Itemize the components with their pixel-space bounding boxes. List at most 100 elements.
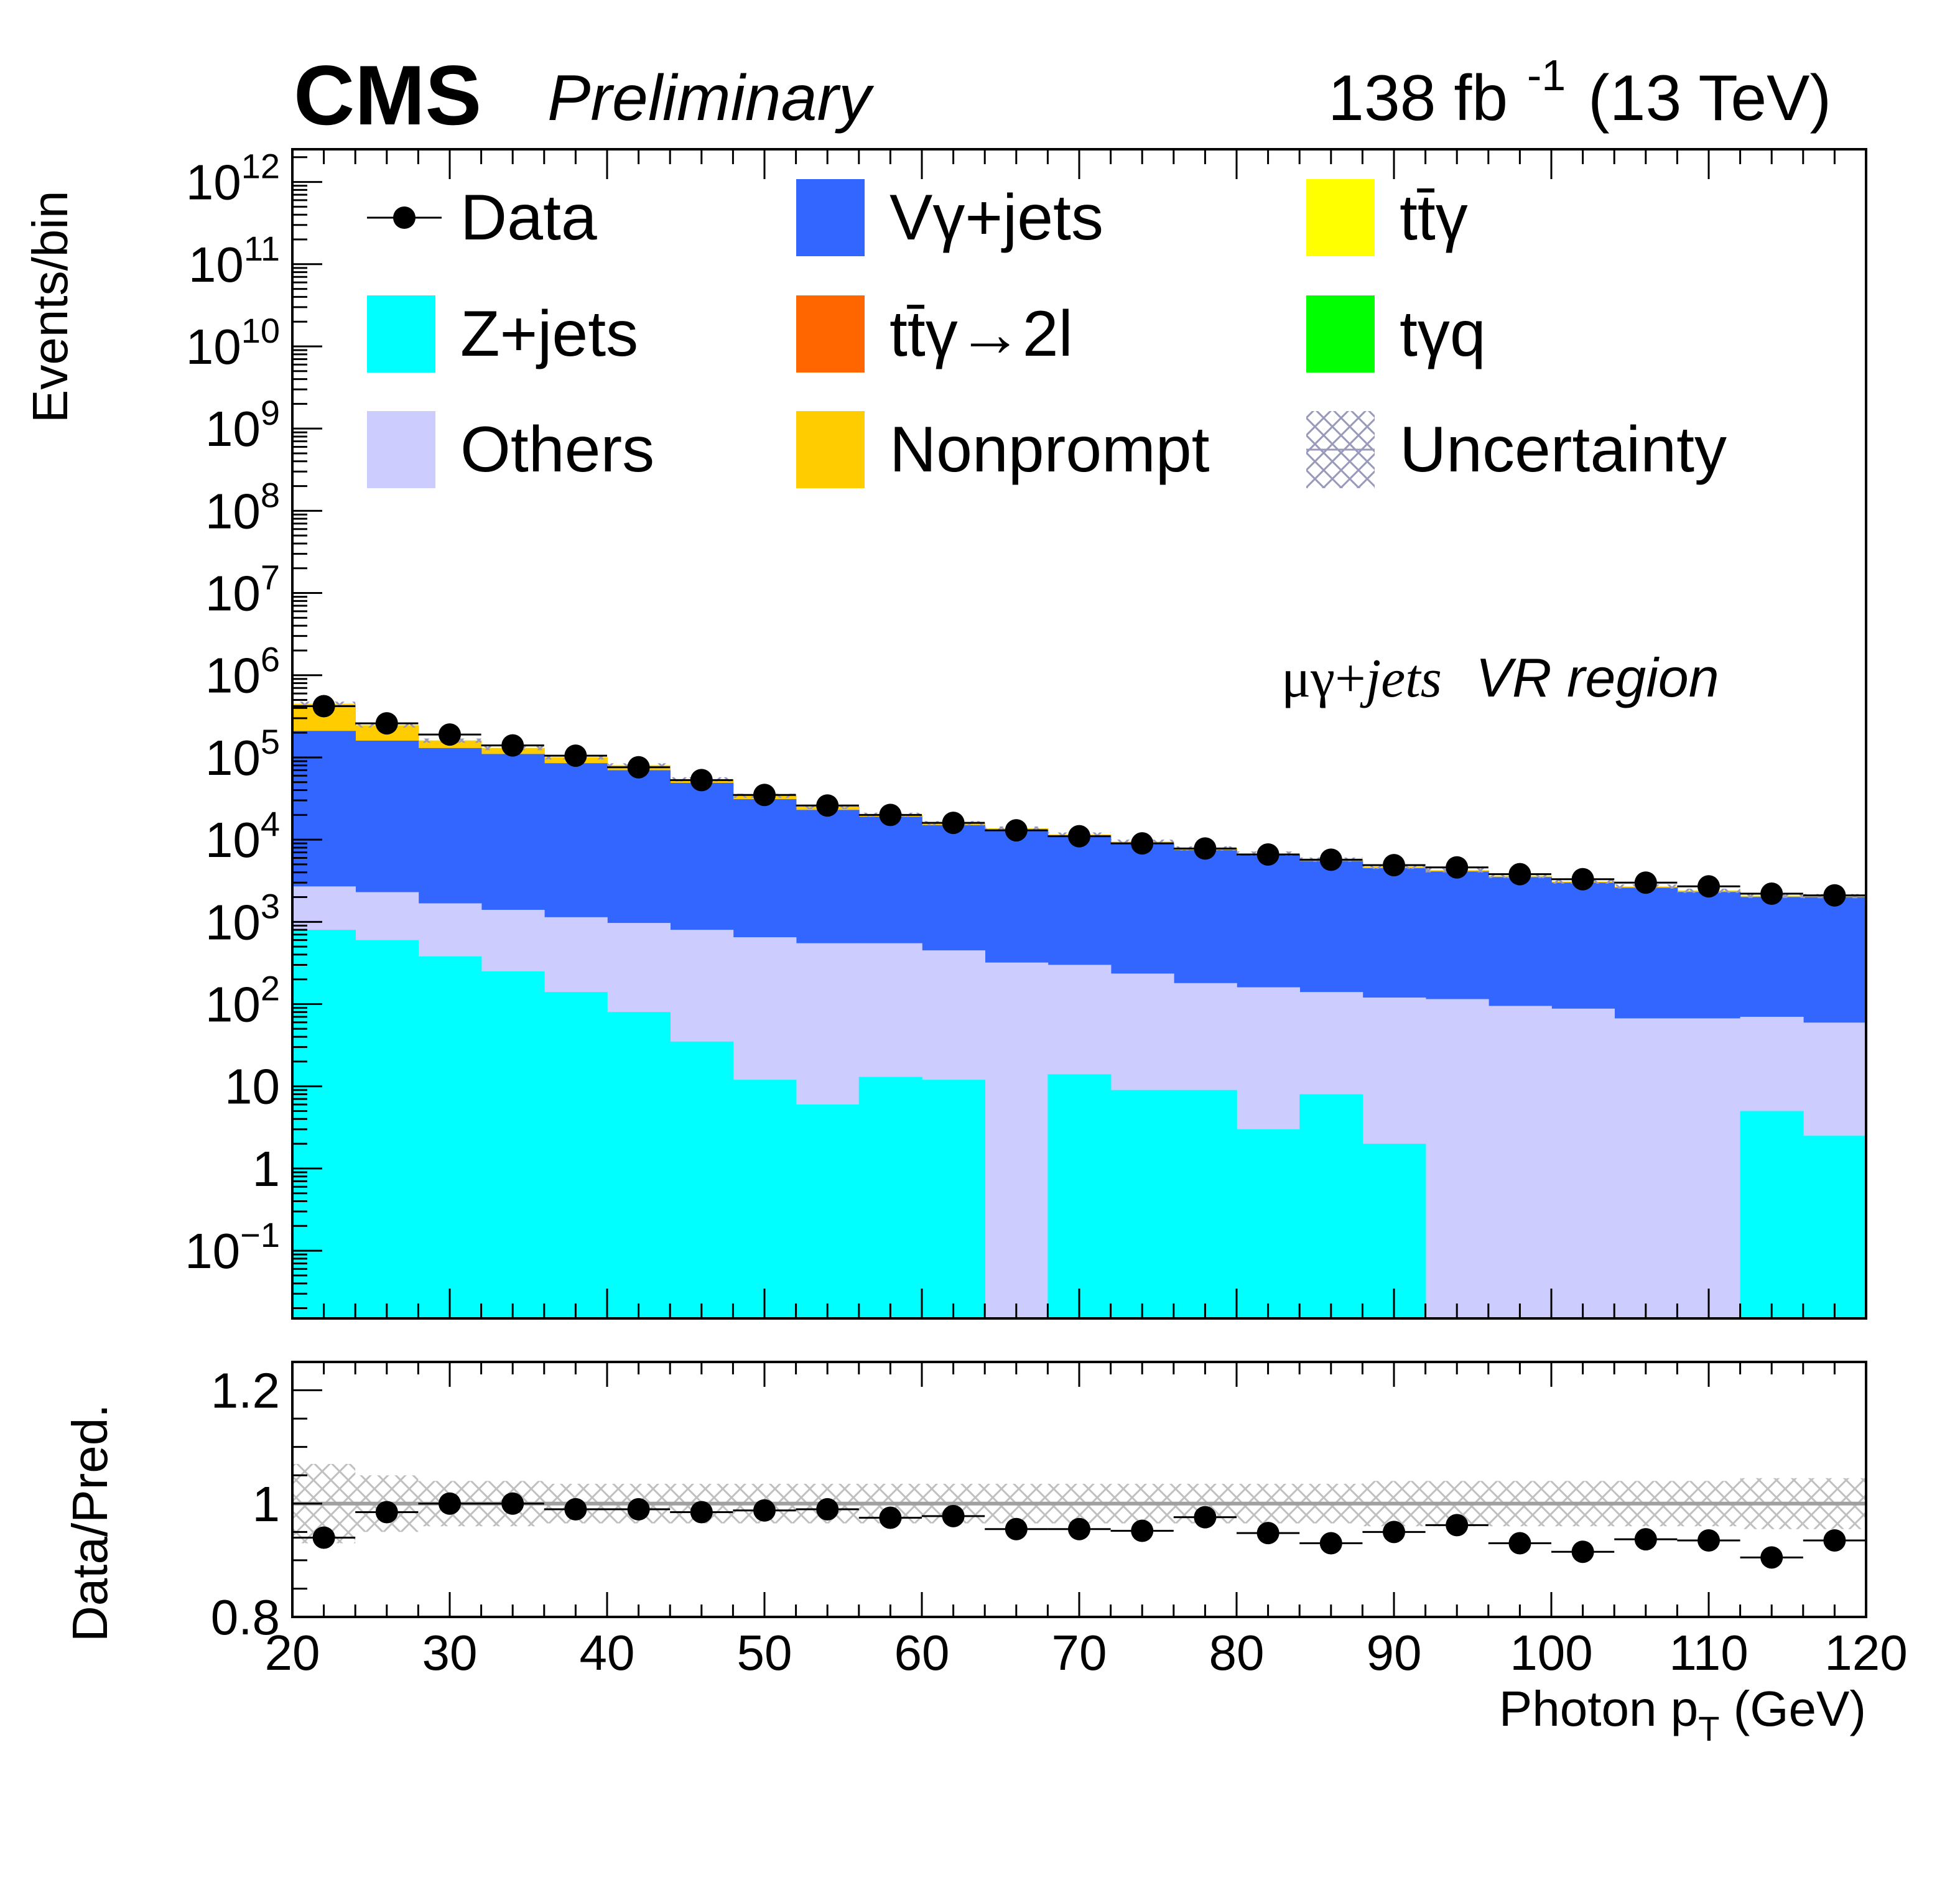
ratio-point bbox=[879, 1506, 902, 1529]
stack-bar-zjets bbox=[292, 930, 356, 1318]
ratio-axes: 0.8 1 1.2 20 30 40 50 60 70 80 90 100 110 120 bbox=[211, 1361, 1908, 1680]
legend-marker bbox=[393, 206, 416, 229]
stacked-histogram bbox=[292, 702, 1866, 1318]
ratio-point bbox=[1760, 1546, 1783, 1569]
x-tick-label: 80 bbox=[1209, 1625, 1265, 1680]
ratio-point bbox=[312, 1526, 335, 1549]
y-tick-exp: 11 bbox=[244, 229, 280, 268]
y-tick-base: 10 bbox=[185, 1223, 240, 1279]
legend-entry-ttgamma2l: tt̄γ→2l bbox=[796, 295, 1073, 373]
stack-bar-zjets bbox=[481, 971, 545, 1318]
stack-bar-others bbox=[1551, 1008, 1615, 1318]
y-tick-label: 108 bbox=[205, 475, 280, 539]
x-tick-label: 100 bbox=[1510, 1625, 1592, 1680]
legend-label: Z+jets bbox=[460, 298, 638, 370]
data-point bbox=[627, 756, 650, 779]
data-point bbox=[375, 712, 398, 735]
data-point bbox=[1571, 868, 1594, 891]
ratio-point bbox=[1383, 1521, 1405, 1544]
legend-entry-nonprompt: Nonprompt bbox=[796, 411, 1210, 488]
y-tick-exp: 10 bbox=[241, 311, 280, 350]
energy-label: (13 TeV) bbox=[1588, 62, 1831, 134]
y-tick-label: 103 bbox=[205, 886, 280, 950]
y-tick-label: 1010 bbox=[186, 311, 280, 374]
ratio-point bbox=[1068, 1517, 1090, 1540]
y-tick-label: 107 bbox=[205, 558, 280, 621]
ratio-point bbox=[1571, 1540, 1594, 1563]
ratio-point bbox=[1698, 1529, 1720, 1552]
lumi-value: 138 fb bbox=[1328, 62, 1508, 134]
legend-entry-tgq: tγq bbox=[1306, 295, 1486, 373]
data-point bbox=[690, 769, 713, 792]
x-axis-title-unit: (GeV) bbox=[1719, 1681, 1866, 1736]
stack-bar-zjets bbox=[418, 956, 482, 1318]
data-point bbox=[1131, 832, 1154, 855]
y-tick-base: 10 bbox=[188, 237, 244, 292]
ratio-point bbox=[627, 1498, 650, 1521]
x-axis-title-sub: T bbox=[1698, 1709, 1719, 1748]
y-tick-base: 10 bbox=[186, 155, 241, 210]
y-tick-label: 10−1 bbox=[185, 1215, 280, 1279]
cms-label: CMS bbox=[294, 48, 481, 142]
data-point bbox=[1823, 884, 1846, 907]
stack-bar-zjets bbox=[355, 940, 419, 1318]
data-point bbox=[1256, 843, 1280, 866]
ratio-point bbox=[375, 1501, 398, 1524]
data-point bbox=[1634, 871, 1657, 894]
y-tick-exp: 7 bbox=[261, 558, 280, 597]
main-frame bbox=[291, 148, 1867, 1320]
x-tick-label: 50 bbox=[737, 1625, 792, 1680]
y-tick-label: 1011 bbox=[188, 229, 280, 292]
y-tick-exp: 12 bbox=[241, 147, 280, 186]
legend-swatch bbox=[367, 295, 435, 373]
ratio-point bbox=[942, 1504, 965, 1527]
y-tick-base: 10 bbox=[205, 894, 261, 950]
y-tick-label: 102 bbox=[205, 969, 280, 1032]
x-tick-label: 70 bbox=[1052, 1625, 1107, 1680]
ratio-frame bbox=[291, 1361, 1867, 1618]
stack-bar-others bbox=[1614, 1018, 1678, 1318]
ratio-point bbox=[816, 1498, 839, 1521]
x-tick-label: 90 bbox=[1367, 1625, 1422, 1680]
stack-bar-zjets bbox=[1173, 1090, 1237, 1318]
legend-label: tt̄γ→2l bbox=[889, 298, 1073, 370]
legend-entry-vgamma: Vγ+jets bbox=[796, 179, 1103, 256]
x-tick-label: 40 bbox=[580, 1625, 635, 1680]
legend-swatch bbox=[1306, 179, 1375, 256]
data-point bbox=[1698, 875, 1720, 898]
ratio-point bbox=[439, 1492, 461, 1515]
y-tick-base: 10 bbox=[205, 730, 261, 785]
y-tick-label: 1012 bbox=[186, 147, 280, 210]
legend-label: Vγ+jets bbox=[889, 182, 1103, 254]
legend-swatch bbox=[796, 411, 865, 488]
legend-entry-data: Data bbox=[367, 182, 597, 254]
ratio-point bbox=[1005, 1517, 1028, 1540]
legend-swatch bbox=[367, 411, 435, 488]
ratio-point bbox=[1319, 1532, 1342, 1555]
x-tick-label: 60 bbox=[894, 1625, 950, 1680]
y-tick-base: 10 bbox=[205, 812, 261, 868]
ratio-point bbox=[1508, 1532, 1531, 1555]
data-point bbox=[564, 744, 587, 767]
y-tick-label: 106 bbox=[205, 640, 280, 703]
y-tick-base: 10 bbox=[186, 319, 241, 374]
stack-bar-zjets bbox=[544, 992, 608, 1318]
stack-bar-others bbox=[1677, 1018, 1741, 1318]
ratio-uncertainty-band bbox=[292, 1464, 1866, 1544]
legend-entry-others: Others bbox=[367, 411, 654, 488]
legend-entry-ttgamma: tt̄γ bbox=[1306, 179, 1468, 256]
legend-label: tt̄γ bbox=[1400, 182, 1468, 254]
ratio-point bbox=[1256, 1522, 1280, 1545]
lumi-exponent: -1 bbox=[1527, 51, 1566, 100]
stack-bar-zjets bbox=[796, 1104, 860, 1318]
stack-bar-zjets bbox=[858, 1077, 922, 1318]
legend: Data Vγ+jets tt̄γ Z+jets tt̄γ→2l tγq Others Non… bbox=[367, 179, 1727, 488]
x-axis-title: Photon pT (GeV) bbox=[1499, 1681, 1866, 1748]
legend-label: Others bbox=[460, 414, 654, 486]
y-tick-exp: 2 bbox=[261, 969, 280, 1008]
lumi-label: 138 fb -1 (13 TeV) bbox=[1328, 51, 1831, 134]
data-point bbox=[439, 723, 461, 746]
stack-bar-zjets bbox=[1047, 1074, 1112, 1318]
y-tick-exp: 6 bbox=[261, 640, 280, 679]
